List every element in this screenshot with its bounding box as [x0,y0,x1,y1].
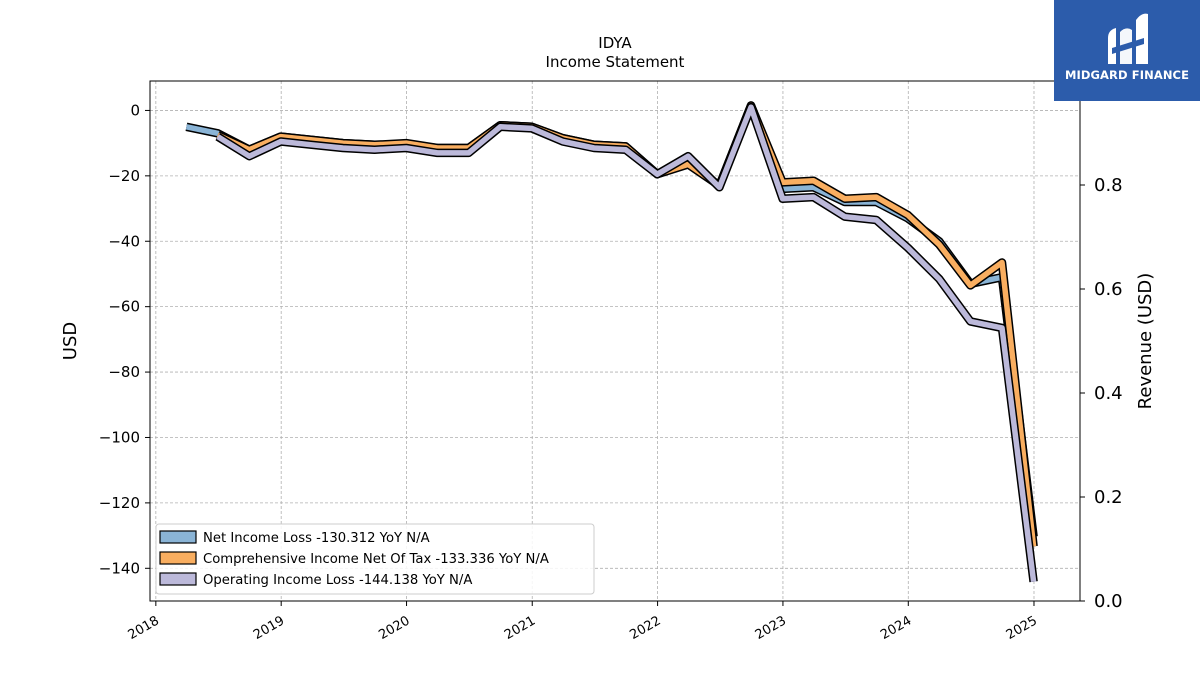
y-tick-label: −60 [108,298,140,316]
legend-label: Net Income Loss -130.312 YoY N/A [203,531,430,546]
grid-lines [150,81,1080,601]
y-tick-label: −120 [99,494,140,512]
series-0-outline [185,101,1038,538]
y-tick-label: −20 [108,167,140,185]
legend-swatch [159,530,197,544]
y-tick-label: −140 [99,559,140,577]
legend-swatch [159,551,197,565]
y-axis: 0 −20 −40 −60 −80 −100 −120 −140 [99,101,150,577]
y-tick-label: −40 [108,232,140,250]
x-tick-label: 2025 [1004,613,1040,643]
series-1-line [216,102,1037,547]
series-0-line [185,102,1037,537]
x-axis: 2018 2019 2020 2021 2022 2023 2024 2025 [126,601,1040,643]
y2-tick-label: 0.8 [1094,175,1123,196]
legend-box [155,523,595,595]
x-tick-label: 2021 [502,613,538,643]
x-tick-label: 2019 [251,613,287,643]
x-tick-label: 2018 [126,613,162,643]
y-axis-label: USD [60,322,81,360]
legend-label: Operating Income Loss -144.138 YoY N/A [203,573,472,588]
midgard-logo-icon [1108,13,1148,65]
y-tick-label: −100 [99,428,140,446]
y-tick-label: −80 [108,363,140,381]
y2-axis: 0.0 0.2 0.4 0.6 0.8 [1080,175,1123,612]
series-layer [185,101,1038,583]
y2-tick-label: 0.6 [1094,279,1123,300]
brand-logo: MIDGARD FINANCE [1054,0,1200,101]
y2-tick-label: 0.4 [1094,383,1123,404]
x-tick-label: 2022 [627,613,663,643]
series-2-line [216,104,1037,583]
series-2-outline [215,102,1038,583]
y2-tick-label: 0.0 [1094,591,1123,612]
legend: Net Income Loss -130.312 YoY N/A Comprehe… [155,523,595,595]
series-1-outline [215,101,1038,547]
plot-frame [149,80,1081,602]
y2-axis-label: Revenue (USD) [1135,273,1156,410]
logo-text: MIDGARD FINANCE [1064,68,1190,82]
legend-label: Comprehensive Income Net Of Tax -133.336… [203,552,549,567]
x-tick-label: 2023 [753,613,789,643]
x-tick-label: 2020 [376,613,412,643]
y2-tick-label: 0.2 [1094,487,1123,508]
chart-title: IDYA [598,34,632,52]
x-tick-label: 2024 [878,613,914,643]
y-tick-label: 0 [130,101,140,119]
chart-subtitle: Income Statement [546,53,685,71]
legend-swatch [159,572,197,586]
